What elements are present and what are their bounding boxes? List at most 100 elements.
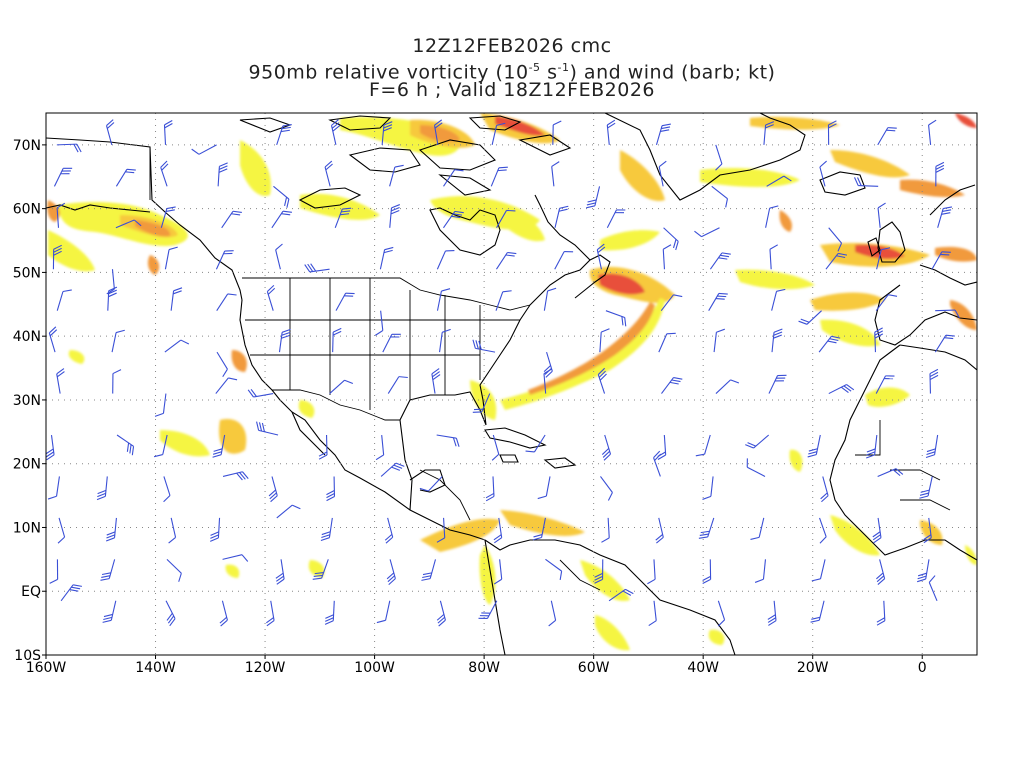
wind-barb [937, 206, 953, 228]
wind-barb [436, 434, 460, 447]
wind-barb [443, 210, 464, 229]
wind-barb [658, 160, 667, 187]
wind-barb [493, 559, 503, 585]
wind-barb [439, 328, 451, 353]
wind-barb [746, 458, 766, 477]
wind-barb [324, 600, 335, 625]
lat-lon-grid [46, 113, 977, 655]
coastlines [46, 113, 977, 655]
wind-barb [928, 119, 937, 145]
wind-barb [160, 160, 169, 187]
wind-barb [216, 293, 237, 311]
title-exp-2: -1 [557, 61, 570, 74]
wind-barb [771, 328, 783, 353]
wind-barb [381, 121, 393, 145]
wind-barb [320, 517, 333, 542]
wind-barb [866, 434, 878, 459]
lon-label: 80W [468, 660, 500, 676]
wind-barb [102, 600, 117, 623]
wind-barb [769, 244, 778, 270]
wind-barb [827, 120, 837, 145]
lat-label: 50N [13, 265, 41, 281]
wind-barb [107, 286, 118, 311]
wind-barb [436, 517, 446, 543]
wind-barb [60, 584, 82, 602]
wind-barb [56, 289, 72, 311]
wind-barb [493, 517, 503, 544]
wind-barb [931, 251, 951, 270]
wind-barb [811, 559, 826, 582]
lon-label: 100W [354, 660, 395, 676]
wind-barb [601, 517, 610, 543]
wind-barb [212, 434, 226, 458]
axis-ticks [42, 144, 923, 659]
title-line-1: 12Z12FEB2026 cmc [412, 35, 612, 57]
wind-barb [387, 376, 408, 394]
wind-barb [52, 244, 62, 270]
wind-barb [877, 468, 904, 477]
wind-barb [745, 434, 770, 449]
wind-barb [115, 219, 142, 229]
wind-barb [923, 517, 932, 544]
wind-barb [382, 333, 401, 353]
wind-barb [653, 450, 662, 477]
wind-barb [754, 559, 767, 583]
wind-barb [874, 327, 884, 353]
wind-barb [222, 554, 249, 562]
wind-barb [443, 169, 464, 187]
wind-barb [256, 421, 279, 436]
wind-barb [916, 559, 930, 583]
wind-barb [168, 517, 177, 544]
lon-label: 140W [135, 660, 176, 676]
wind-barb [586, 186, 601, 209]
wind-barb [655, 517, 664, 544]
lat-label: EQ [21, 584, 41, 600]
wind-barb [929, 368, 939, 394]
wind-barb [386, 559, 396, 586]
wind-barb [543, 368, 552, 394]
wind-barb [702, 476, 714, 500]
wind-barb [798, 310, 822, 325]
title-line-2-end: ) and wind (barb; kt) [569, 61, 776, 84]
wind-barb [164, 246, 178, 270]
wind-barb [876, 559, 886, 586]
wind-barb [222, 471, 249, 481]
wind-barb [326, 476, 336, 502]
wind-barb [275, 243, 283, 270]
title-exp-1: -5 [528, 61, 541, 74]
wind-barb [436, 288, 451, 311]
wind-barb [552, 120, 562, 145]
wind-barb [374, 310, 384, 336]
wind-barb [771, 288, 786, 311]
wind-barb [495, 290, 512, 311]
wind-barb [165, 600, 176, 627]
wind-barb [166, 558, 182, 582]
wind-barb [660, 294, 683, 312]
wind-barb [100, 559, 116, 581]
wind-barb [662, 244, 672, 270]
wind-barb [935, 309, 960, 319]
wind-barb [329, 379, 354, 394]
wind-barb [335, 292, 355, 311]
wind-barb [663, 227, 679, 251]
wind-barb [717, 600, 726, 627]
lat-label: 60N [13, 202, 41, 218]
wind-barb [330, 119, 341, 146]
wind-barb [819, 517, 827, 544]
title-line-2: 950mb relative vorticity (10-5 s-1) and … [0, 58, 1024, 82]
wind-barb [472, 339, 496, 353]
wind-barb [164, 339, 190, 353]
wind-barb [221, 210, 242, 229]
wind-barb [431, 368, 441, 394]
wind-barb [324, 160, 333, 187]
wind-barb [828, 227, 843, 252]
wind-barb [105, 517, 117, 542]
wind-barb [375, 434, 385, 461]
wind-barb [709, 252, 731, 270]
wind-barb [655, 123, 671, 146]
wind-barb [106, 269, 115, 295]
wind-barbs [46, 119, 960, 627]
lon-label: 120W [245, 660, 286, 676]
wind-barb [389, 164, 404, 187]
wind-barb [876, 600, 886, 626]
